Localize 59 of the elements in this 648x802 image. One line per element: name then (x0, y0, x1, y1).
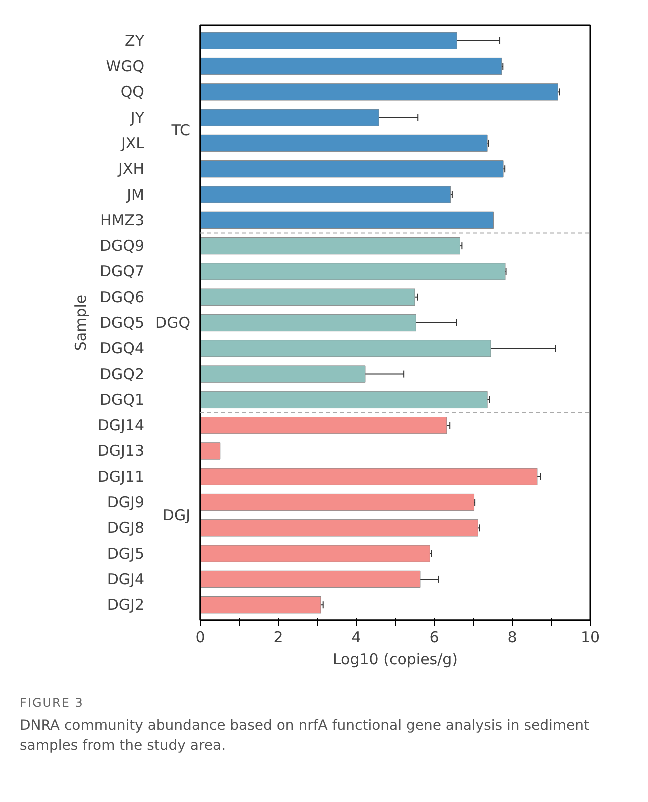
bar (200, 366, 366, 383)
bar (200, 596, 322, 614)
x-tick-label: 4 (352, 628, 362, 646)
x-tick-label: 8 (508, 628, 518, 646)
y-tick-label: DGJ4 (107, 570, 145, 588)
bar (200, 314, 416, 332)
y-tick-label: JXH (118, 160, 145, 178)
series-label: DGQ (156, 314, 191, 332)
y-tick-label: JM (126, 186, 145, 204)
bar (200, 442, 221, 460)
bar (200, 32, 458, 50)
bar (200, 494, 475, 512)
bar (200, 417, 448, 434)
bar (200, 212, 494, 229)
caption: FIGURE 3 (20, 695, 85, 712)
y-axis-title: Sample (72, 294, 90, 352)
bar (200, 84, 558, 101)
y-tick-label: DGJ11 (98, 468, 145, 486)
y-tick-label: DGJ8 (107, 519, 145, 538)
y-tick-label: DGQ7 (100, 262, 145, 281)
bar (200, 570, 421, 588)
bar (200, 391, 488, 409)
y-tick-label: DGQ6 (100, 288, 145, 306)
y-tick-label: WGQ (106, 58, 145, 76)
y-tick-label: DGJ2 (107, 596, 145, 614)
bar (200, 545, 430, 562)
y-tick-label: DGQ1 (100, 390, 145, 409)
series-label: DGJ (162, 506, 191, 524)
y-tick-label: JXL (120, 134, 146, 152)
bar (200, 237, 460, 255)
y-tick-label: ZY (125, 32, 146, 50)
y-tick-label: DGJ14 (98, 416, 145, 435)
bar (200, 58, 502, 76)
x-tick-label: 10 (580, 628, 600, 646)
y-tick-label: DGQ5 (100, 314, 145, 332)
series-label: TC (170, 122, 191, 140)
x-tick-label: 2 (274, 628, 284, 646)
y-tick-label: QQ (120, 83, 145, 102)
bar (200, 109, 380, 126)
text: DNRA community abundance based on nrfA functional gene analysis in sediment samples from the study area. (20, 717, 591, 756)
bar (200, 263, 506, 280)
y-tick-label: DGJ5 (107, 544, 145, 563)
y-tick-label: HMZ3 (100, 211, 145, 230)
bar (200, 288, 416, 306)
x-tick-label: 6 (430, 628, 440, 646)
bar (200, 468, 538, 486)
bar (200, 186, 452, 204)
bar (200, 340, 492, 358)
y-tick-label: DGQ2 (100, 365, 145, 384)
y-tick-label: DGQ9 (100, 237, 145, 256)
x-axis-title: Log10 (copies/g) (332, 650, 458, 668)
y-tick-label: DGJ9 (107, 494, 145, 512)
bar (200, 520, 478, 537)
y-tick-label: JY (130, 108, 146, 127)
x-tick-label: 0 (196, 628, 206, 646)
bar (200, 134, 488, 152)
y-tick-label: DGJ13 (98, 442, 145, 460)
bar (200, 160, 504, 178)
y-tick-label: DGQ4 (100, 340, 145, 358)
